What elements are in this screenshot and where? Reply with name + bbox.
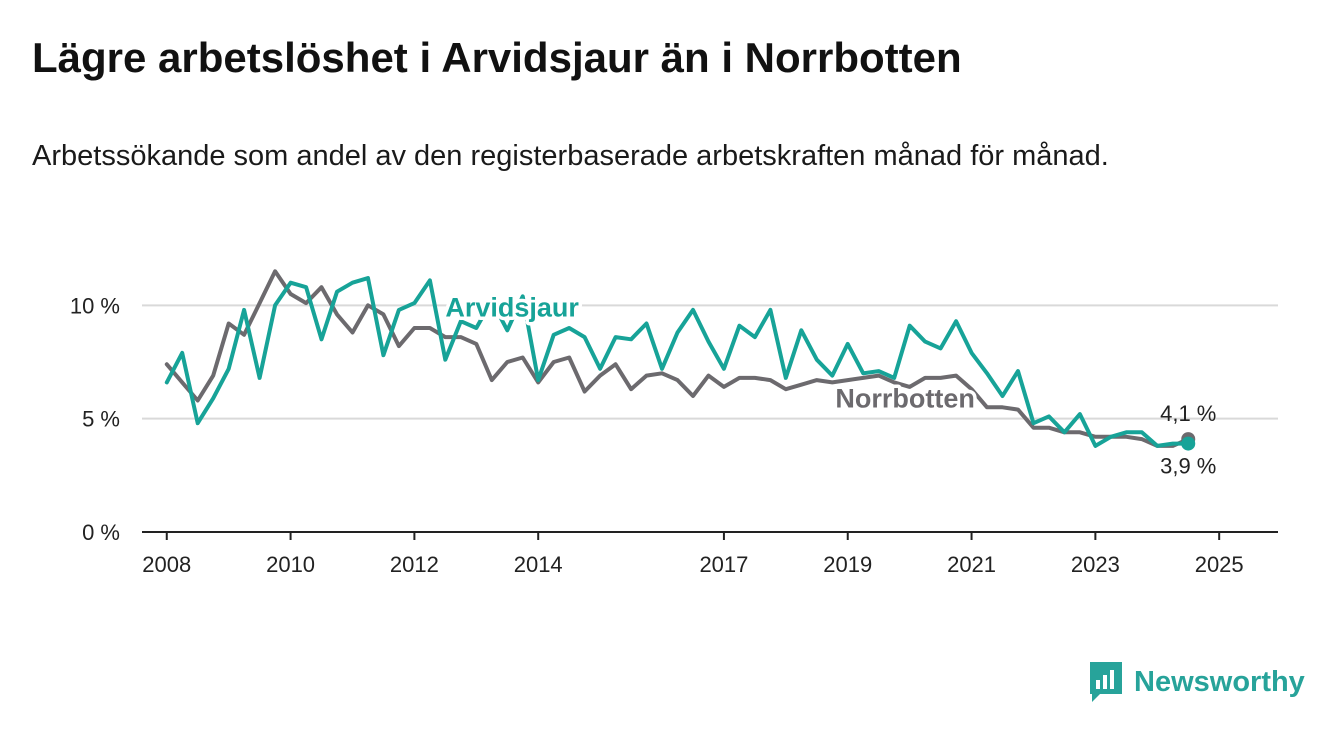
x-tick-label: 2021 xyxy=(947,552,996,577)
brand-name: Newsworthy xyxy=(1134,665,1305,698)
chart-subtitle: Arbetssökande som andel av den registerb… xyxy=(32,140,1109,172)
series-endpoint-arvidsjaur xyxy=(1181,436,1196,451)
y-tick-label: 10 % xyxy=(70,293,120,318)
x-tick-label: 2025 xyxy=(1195,552,1244,577)
y-tick-label: 0 % xyxy=(82,520,120,545)
series-annotation-arvidsjaur: Arvidsjaur xyxy=(445,293,579,323)
series-line-arvidsjaur xyxy=(164,276,1191,448)
end-label-arvidsjaur: 3,9 % xyxy=(1160,454,1216,479)
series-line-norrbotten xyxy=(164,269,1191,448)
x-tick-label: 2014 xyxy=(514,552,563,577)
brand-logo: Newsworthy xyxy=(1088,660,1305,704)
x-tick-label: 2008 xyxy=(142,552,191,577)
newsworthy-logo-icon xyxy=(1090,662,1122,702)
x-tick-label: 2023 xyxy=(1071,552,1120,577)
chart-title: Lägre arbetslöshet i Arvidsjaur än i Nor… xyxy=(32,34,962,81)
x-tick-label: 2010 xyxy=(266,552,315,577)
series-annotation-norrbotten: Norrbotten xyxy=(835,383,974,413)
x-tick-label: 2017 xyxy=(699,552,748,577)
x-tick-label: 2019 xyxy=(823,552,872,577)
y-tick-label: 5 % xyxy=(82,407,120,432)
x-tick-label: 2012 xyxy=(390,552,439,577)
end-label-norrbotten: 4,1 % xyxy=(1160,401,1216,426)
